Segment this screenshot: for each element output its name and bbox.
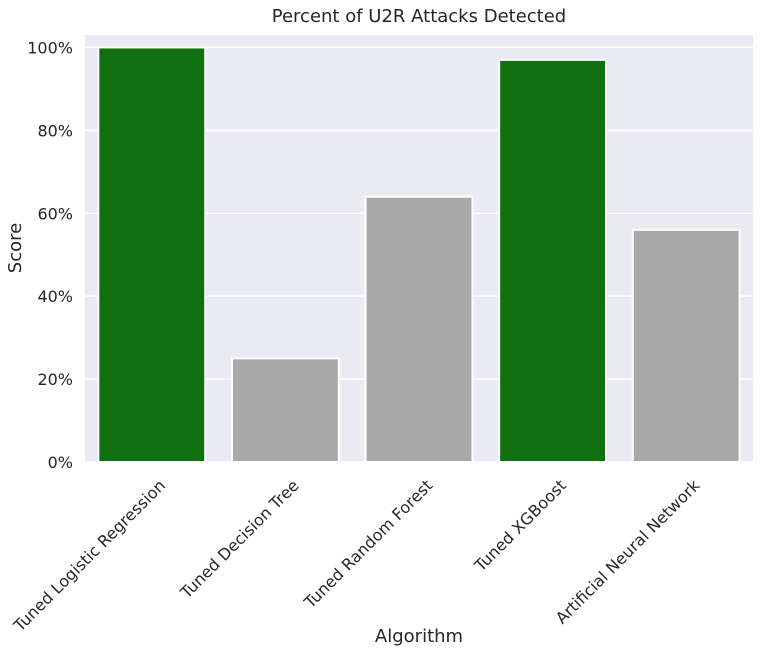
y-tick-label: 80%: [37, 121, 73, 140]
y-tick-label: 40%: [37, 287, 73, 306]
x-tick-label: Artificial Neural Network: [552, 475, 704, 627]
y-axis-label: Score: [5, 223, 26, 273]
y-tick-labels: 0% 20% 40% 60% 80% 100%: [27, 38, 73, 472]
x-tick-label: Tuned Logistic Regression: [9, 476, 169, 636]
x-tick-labels: Tuned Logistic Regression Tuned Decision …: [9, 475, 704, 635]
y-tick-label: 20%: [37, 370, 73, 389]
x-tick-label: Tuned Decision Tree: [176, 476, 303, 603]
x-axis-label: Algorithm: [375, 626, 463, 647]
bar: [631, 228, 741, 463]
y-tick-label: 0%: [48, 453, 73, 472]
x-tick-label: Tuned XGBoost: [470, 476, 570, 576]
bar: [97, 46, 207, 464]
y-tick-label: 60%: [37, 204, 73, 223]
bar: [498, 58, 608, 464]
x-tick-label: Tuned Random Forest: [300, 476, 437, 613]
bar: [230, 357, 340, 463]
y-tick-label: 100%: [27, 38, 73, 57]
bar: [364, 195, 474, 463]
chart-title: Percent of U2R Attacks Detected: [272, 6, 566, 27]
bars: [97, 46, 741, 464]
